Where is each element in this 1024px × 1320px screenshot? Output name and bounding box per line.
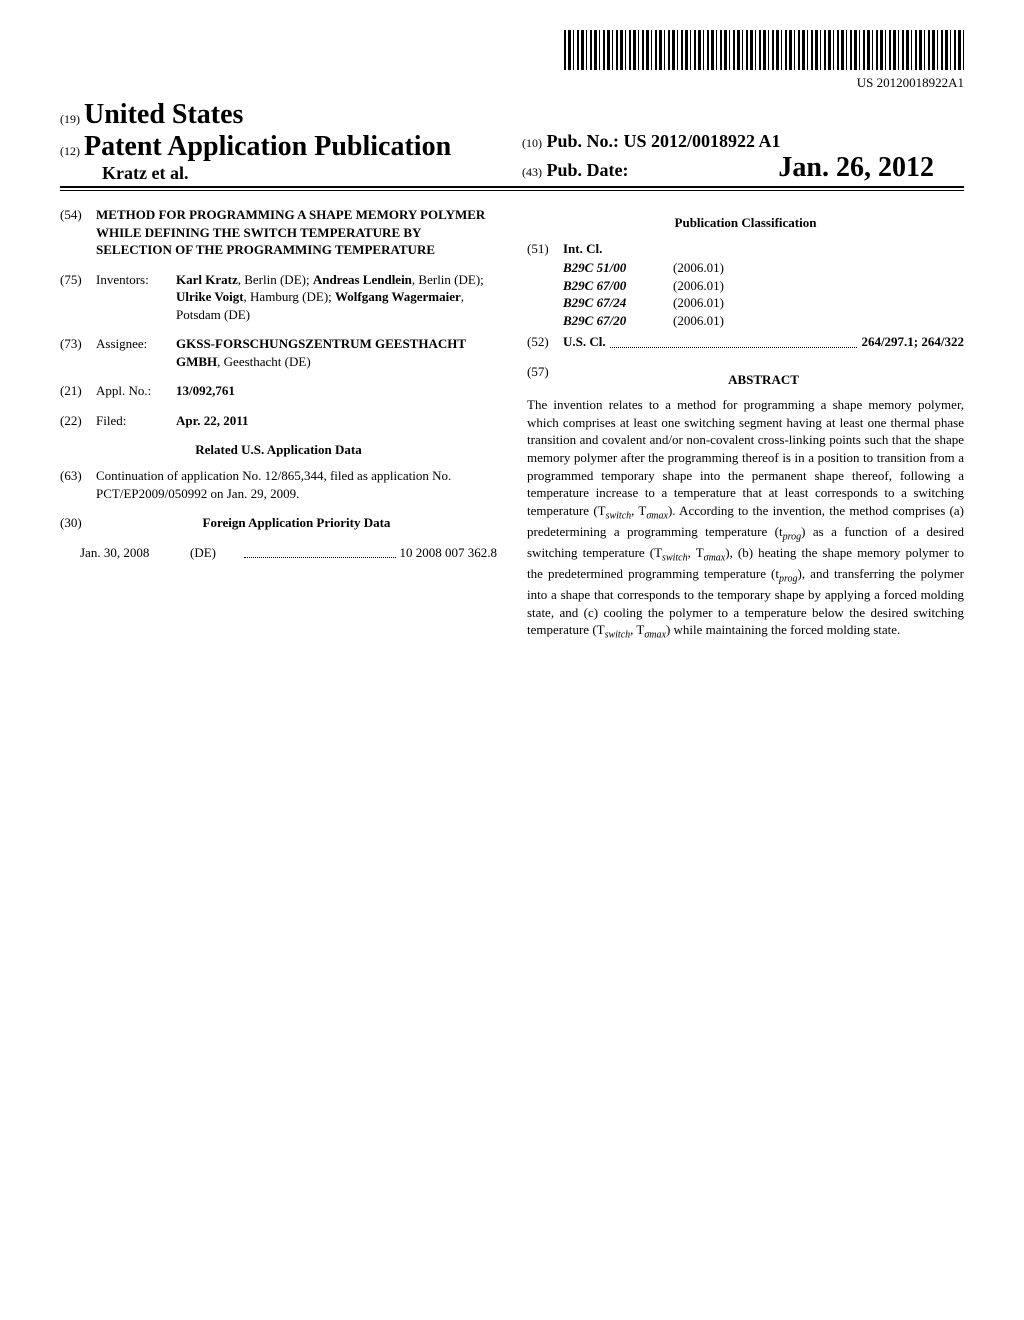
country: United States	[84, 99, 243, 130]
priority-number: 10 2008 007 362.8	[400, 544, 498, 562]
intcl-code: B29C 67/24	[563, 294, 673, 312]
barcode-row	[60, 30, 964, 70]
title-num: (54)	[60, 206, 96, 259]
title-block: (19) United States (12) Patent Applicati…	[60, 99, 964, 188]
continuation-value: Continuation of application No. 12/865,3…	[96, 467, 497, 502]
field-filed: (22) Filed: Apr. 22, 2011	[60, 412, 497, 430]
uscl-value: 264/297.1; 264/322	[861, 333, 964, 351]
applno-label: Appl. No.:	[96, 382, 176, 400]
invention-title: METHOD FOR PROGRAMMING A SHAPE MEMORY PO…	[96, 206, 497, 259]
abstract-num: (57)	[527, 363, 563, 397]
priority-country: (DE)	[190, 544, 240, 562]
related-heading: Related U.S. Application Data	[60, 441, 497, 459]
pubno-value: US 2012/0018922 A1	[624, 131, 781, 151]
pubno-prefix: (10)	[522, 136, 542, 150]
intcl-year: (2006.01)	[673, 259, 773, 277]
patent-page: US 20120018922A1 (19) United States (12)…	[0, 0, 1024, 702]
pubno-label: Pub. No.:	[547, 131, 620, 151]
field-uscl: (52) U.S. Cl. 264/297.1; 264/322	[527, 333, 964, 351]
intcl-row: B29C 67/24(2006.01)	[563, 294, 964, 312]
classification-heading: Publication Classification	[527, 214, 964, 232]
filed-value: Apr. 22, 2011	[176, 412, 497, 430]
inventors-label: Inventors:	[96, 271, 176, 324]
field-applno: (21) Appl. No.: 13/092,761	[60, 382, 497, 400]
foreign-num: (30)	[60, 514, 96, 532]
barcode-text: US 20120018922A1	[60, 75, 964, 91]
doctype-line: (12) Patent Application Publication	[60, 131, 502, 163]
inventors-value: Karl Kratz, Berlin (DE); Andreas Lendlei…	[176, 271, 497, 324]
pubdate-prefix: (43)	[522, 165, 542, 180]
intcl-table: B29C 51/00(2006.01) B29C 67/00(2006.01) …	[563, 259, 964, 329]
title-left: (19) United States (12) Patent Applicati…	[60, 99, 502, 184]
intcl-label: Int. Cl.	[563, 240, 964, 258]
assignee-num: (73)	[60, 335, 96, 370]
assignee-label: Assignee:	[96, 335, 176, 370]
intcl-year: (2006.01)	[673, 312, 773, 330]
doctype: Patent Application Publication	[84, 131, 451, 162]
pubdate-line: (43) Pub. Date: Jan. 26, 2012	[522, 152, 964, 184]
uscl-num: (52)	[527, 333, 563, 351]
barcode-graphic	[564, 30, 964, 70]
country-line: (19) United States	[60, 99, 502, 131]
country-prefix: (19)	[60, 112, 80, 126]
doctype-prefix: (12)	[60, 144, 80, 158]
right-column: Publication Classification (51) Int. Cl.…	[527, 206, 964, 642]
field-foreign: (30) Foreign Application Priority Data	[60, 514, 497, 532]
field-continuation: (63) Continuation of application No. 12/…	[60, 467, 497, 502]
divider	[60, 190, 964, 191]
body-columns: (54) METHOD FOR PROGRAMMING A SHAPE MEMO…	[60, 206, 964, 642]
field-assignee: (73) Assignee: GKSS-FORSCHUNGSZENTRUM GE…	[60, 335, 497, 370]
field-title: (54) METHOD FOR PROGRAMMING A SHAPE MEMO…	[60, 206, 497, 259]
abstract-text: The invention relates to a method for pr…	[527, 396, 964, 642]
filed-label: Filed:	[96, 412, 176, 430]
priority-date: Jan. 30, 2008	[80, 544, 190, 562]
continuation-num: (63)	[60, 467, 96, 502]
filed-num: (22)	[60, 412, 96, 430]
field-abstract-head: (57) ABSTRACT	[527, 363, 964, 397]
intcl-code: B29C 51/00	[563, 259, 673, 277]
applno-value: 13/092,761	[176, 382, 497, 400]
uscl-dots	[610, 333, 858, 348]
intcl-row: B29C 51/00(2006.01)	[563, 259, 964, 277]
priority-dots	[244, 544, 396, 559]
uscl-label: U.S. Cl.	[563, 333, 606, 351]
abstract-heading: ABSTRACT	[563, 371, 964, 389]
priority-row: Jan. 30, 2008 (DE) 10 2008 007 362.8	[80, 544, 497, 562]
foreign-heading: Foreign Application Priority Data	[96, 514, 497, 532]
pubdate-label: Pub. Date:	[542, 160, 629, 181]
intcl-row: B29C 67/20(2006.01)	[563, 312, 964, 330]
field-inventors: (75) Inventors: Karl Kratz, Berlin (DE);…	[60, 271, 497, 324]
intcl-code: B29C 67/00	[563, 277, 673, 295]
inventors-num: (75)	[60, 271, 96, 324]
field-intcl: (51) Int. Cl.	[527, 240, 964, 258]
title-right: (10) Pub. No.: US 2012/0018922 A1 (43) P…	[502, 131, 964, 184]
intcl-year: (2006.01)	[673, 277, 773, 295]
intcl-year: (2006.01)	[673, 294, 773, 312]
assignee-value: GKSS-FORSCHUNGSZENTRUM GEESTHACHT GMBH, …	[176, 335, 497, 370]
applno-num: (21)	[60, 382, 96, 400]
left-column: (54) METHOD FOR PROGRAMMING A SHAPE MEMO…	[60, 206, 497, 642]
intcl-num: (51)	[527, 240, 563, 258]
pubno-line: (10) Pub. No.: US 2012/0018922 A1	[522, 131, 964, 152]
intcl-code: B29C 67/20	[563, 312, 673, 330]
intcl-row: B29C 67/00(2006.01)	[563, 277, 964, 295]
pubdate-value: Jan. 26, 2012	[778, 152, 964, 184]
authors-short: Kratz et al.	[60, 163, 502, 184]
